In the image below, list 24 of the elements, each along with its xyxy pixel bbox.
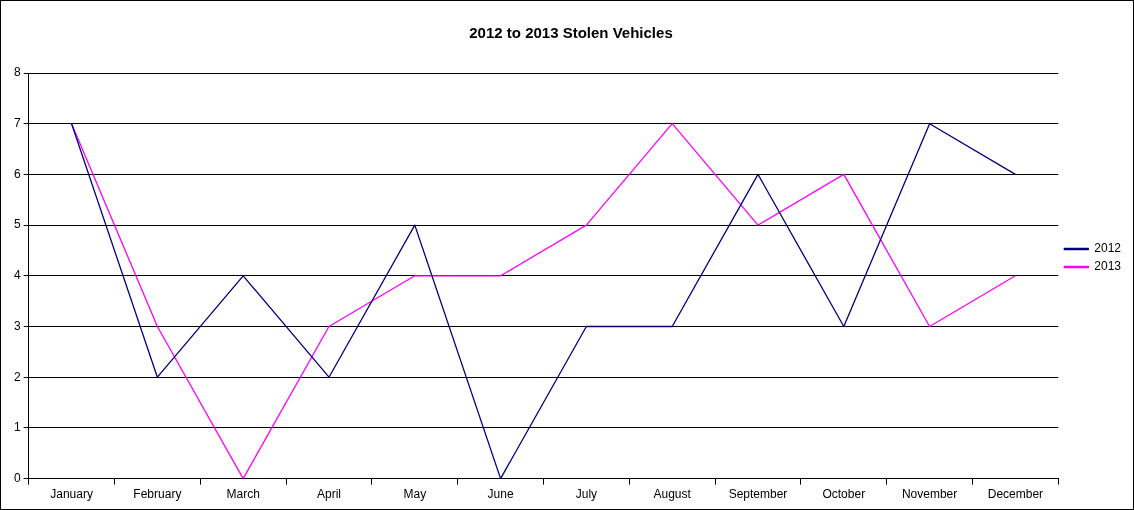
x-tick-label: August bbox=[653, 487, 692, 502]
y-tick-label: 7 bbox=[13, 116, 21, 131]
x-tick-label: September bbox=[728, 487, 788, 502]
legend-label: 2012 bbox=[1094, 241, 1122, 256]
y-tick-label: 3 bbox=[13, 318, 21, 333]
y-tick-label: 4 bbox=[13, 268, 21, 283]
x-tick-label: October bbox=[822, 487, 866, 502]
x-tick-label: February bbox=[133, 487, 182, 502]
x-tick-label: January bbox=[50, 487, 93, 502]
x-tick-label: March bbox=[226, 487, 260, 502]
chart-title: 2012 to 2013 Stolen Vehicles bbox=[469, 24, 673, 42]
x-tick-label: May bbox=[403, 487, 427, 502]
x-tick-label: June bbox=[487, 487, 514, 502]
x-tick-label: November bbox=[901, 487, 958, 502]
y-tick-label: 1 bbox=[13, 420, 21, 435]
x-tick-label: April bbox=[316, 487, 341, 502]
x-tick-label: July bbox=[575, 487, 598, 502]
y-tick-label: 6 bbox=[13, 166, 21, 181]
y-tick-label: 0 bbox=[13, 470, 21, 485]
y-tick-label: 8 bbox=[13, 65, 21, 80]
legend-label: 2013 bbox=[1094, 259, 1122, 274]
x-tick-label: December bbox=[987, 487, 1044, 502]
y-tick-label: 5 bbox=[13, 217, 21, 232]
y-tick-label: 2 bbox=[13, 369, 21, 384]
